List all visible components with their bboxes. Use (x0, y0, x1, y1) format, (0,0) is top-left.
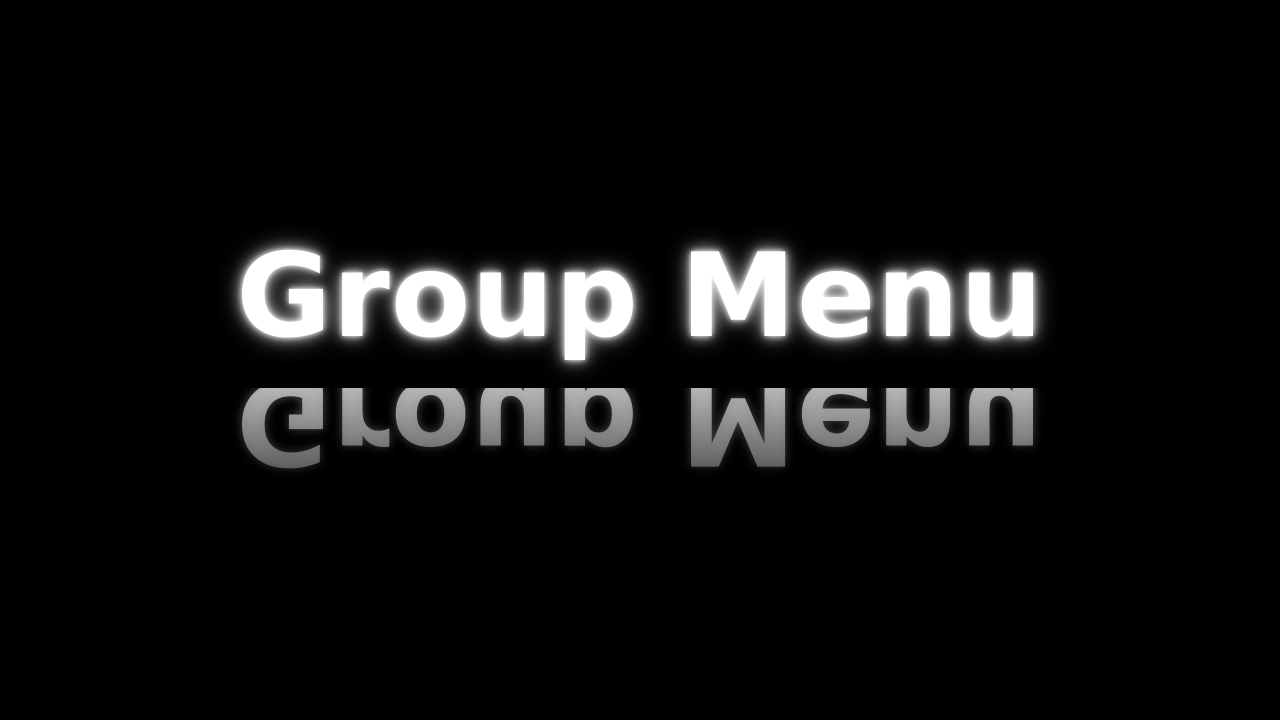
menu-title: Group Menu (236, 229, 1044, 364)
title-container: Group Menu (0, 222, 1280, 372)
menu-title-reflection: Group Menu (236, 388, 1044, 489)
title-reflection-container: Group Menu (0, 388, 1280, 528)
